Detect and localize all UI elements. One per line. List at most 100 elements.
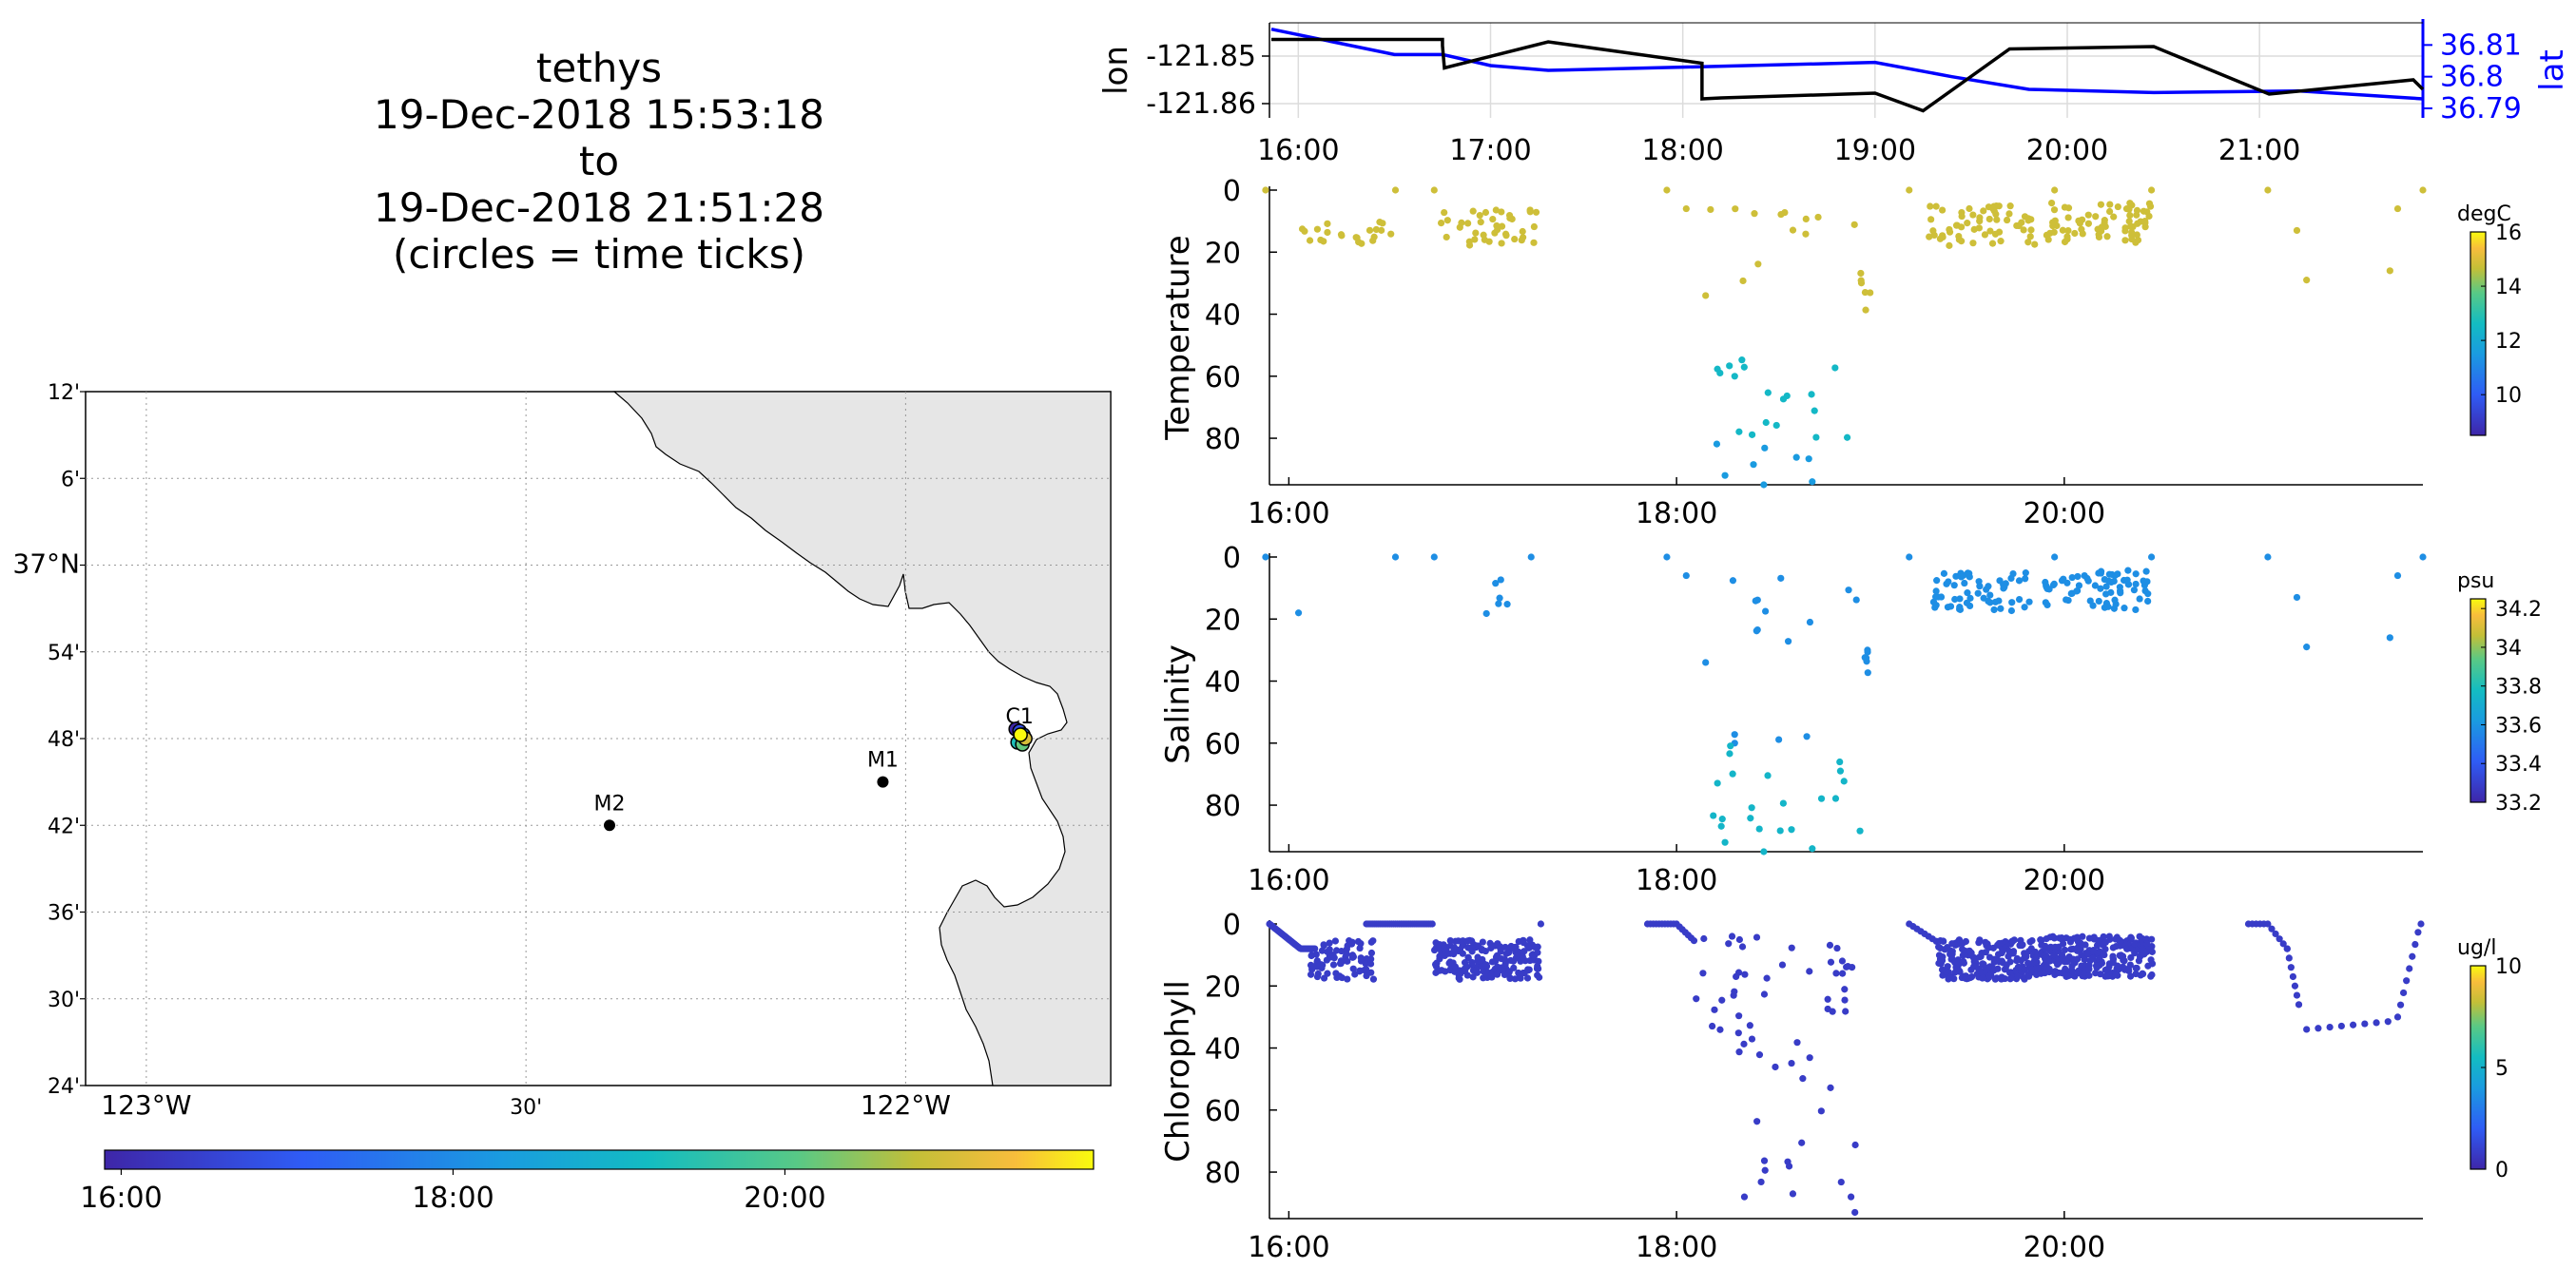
chlorophyll-data-point xyxy=(1832,970,1840,977)
temperature-data-point xyxy=(1518,237,1525,244)
track-right-tick-label: 36.81 xyxy=(2440,29,2522,62)
chlorophyll-data-point xyxy=(1693,995,1700,1003)
temperature-data-point xyxy=(2134,236,2142,244)
temperature-data-point xyxy=(1313,225,1322,233)
temperature-data-point xyxy=(1472,229,1480,237)
chlorophyll-data-point xyxy=(1318,947,1327,954)
salinity-data-point xyxy=(1986,591,1994,599)
temperature-data-point xyxy=(1939,206,1947,214)
salinity-data-point xyxy=(2102,583,2110,590)
chlorophyll-data-point xyxy=(1740,1193,1749,1201)
chlorophyll-data-point xyxy=(1757,1178,1765,1186)
temperature-data-point xyxy=(1301,227,1308,235)
chlorophyll-data-point xyxy=(1725,940,1733,948)
chlorophyll-data-point xyxy=(2127,934,2136,942)
chlorophyll-data-point xyxy=(1509,957,1518,965)
temperature-data-point xyxy=(1498,208,1505,216)
chlorophyll-data-point xyxy=(1789,1190,1797,1198)
chlorophyll-data-point xyxy=(2142,935,2150,944)
temperature-data-point xyxy=(1980,207,1987,215)
salinity-data-point xyxy=(1983,586,1990,593)
chlorophyll-data-point xyxy=(1982,938,1989,946)
temperature-data-point xyxy=(2061,238,2069,246)
chlorophyll-x-tick-label: 16:00 xyxy=(1248,1231,1329,1264)
salinity-data-point xyxy=(1997,605,2005,612)
salinity-data-point xyxy=(1906,553,1913,561)
temperature-data-point xyxy=(1324,228,1331,237)
chlorophyll-data-point xyxy=(1761,1166,1769,1174)
temperature-y-tick-label: 80 xyxy=(1205,423,1241,456)
salinity-data-point xyxy=(1966,602,1974,610)
salinity-data-point xyxy=(1731,731,1738,739)
chlorophyll-y-tick-label: 0 xyxy=(1223,909,1241,942)
temperature-data-point xyxy=(2078,225,2085,233)
salinity-data-point xyxy=(2104,603,2112,610)
temperature-data-point xyxy=(1936,235,1945,242)
temperature-data-point xyxy=(1966,204,1973,213)
temperature-data-point xyxy=(2064,226,2072,235)
chlorophyll-data-point xyxy=(1760,990,1769,998)
chlorophyll-data-point xyxy=(1307,946,1315,953)
salinity-data-point xyxy=(1956,595,1964,603)
salinity-data-point xyxy=(1755,825,1763,833)
salinity-data-point xyxy=(1947,603,1955,610)
map-graticule xyxy=(86,392,1111,1086)
salinity-data-point xyxy=(1294,609,1303,617)
salinity-data-point xyxy=(2097,585,2104,592)
salinity-data-point xyxy=(2293,593,2301,602)
chlorophyll-data-point xyxy=(1366,960,1375,968)
chlorophyll-data-point xyxy=(1778,961,1787,969)
track-x-tick-label: 16:00 xyxy=(1257,134,1339,167)
chlorophyll-data-point xyxy=(1938,956,1947,965)
temperature-data-point xyxy=(1369,237,1377,244)
chlorophyll-data-point xyxy=(2097,971,2104,978)
temperature-data-point xyxy=(1365,226,1374,234)
chlorophyll-data-point xyxy=(2411,940,2419,949)
salinity-data-point xyxy=(1496,594,1503,602)
chlorophyll-y-tick-label: 20 xyxy=(1205,971,1241,1004)
temperature-data-point xyxy=(2126,200,2134,207)
time-colorbar-bar xyxy=(104,1149,1094,1170)
salinity-data-point xyxy=(1986,599,1994,606)
salinity-data-point xyxy=(2136,595,2143,603)
salinity-data-point xyxy=(2132,580,2140,588)
temperature-colorbar-unit: degC xyxy=(2457,202,2511,226)
salinity-y-tick-label: 80 xyxy=(1205,790,1241,823)
salinity-data-point xyxy=(1806,618,1814,626)
salinity-colorbar-tick-label: 33.6 xyxy=(2495,714,2542,738)
track-left-tick-label: -121.85 xyxy=(1146,40,1256,73)
chlorophyll-data-point xyxy=(1362,960,1369,968)
salinity-data-point xyxy=(2111,596,2119,604)
chlorophyll-data-point xyxy=(1463,963,1471,971)
map-lat-tick-label: 48' xyxy=(48,728,80,752)
salinity-ylabel: Salinity xyxy=(1159,644,1197,764)
chlorophyll-data-point xyxy=(1354,937,1363,946)
temperature-data-point xyxy=(1808,391,1815,398)
chlorophyll-data-point xyxy=(2409,952,2416,960)
chlorophyll-data-point xyxy=(2315,1025,2322,1032)
station-marker-m1 xyxy=(877,776,889,788)
temperature-data-point xyxy=(1926,233,1933,240)
salinity-data-point xyxy=(1747,815,1754,822)
temperature-data-point xyxy=(1726,362,1733,370)
chlorophyll-data-point xyxy=(1534,949,1541,956)
temperature-data-point xyxy=(1997,238,2005,245)
chlorophyll-data-point xyxy=(1709,1022,1716,1030)
chlorophyll-data-point xyxy=(2139,970,2147,978)
chlorophyll-data-point xyxy=(1994,965,2002,972)
chlorophyll-data-point xyxy=(1369,937,1377,945)
salinity-data-point xyxy=(1748,804,1755,812)
temperature-data-point xyxy=(1958,212,1966,221)
temperature-data-point xyxy=(1955,236,1963,243)
temperature-data-point xyxy=(1443,217,1451,224)
salinity-data-point xyxy=(1809,845,1816,853)
salinity-data-point xyxy=(1663,553,1671,561)
chlorophyll-data-point xyxy=(2061,946,2069,953)
temperature-data-point xyxy=(2147,186,2156,194)
chlorophyll-data-point xyxy=(2289,972,2297,981)
chlorophyll-data-point xyxy=(1843,963,1850,971)
chlorophyll-data-point xyxy=(1793,1039,1801,1047)
temperature-data-point xyxy=(1437,219,1445,227)
temperature-data-point xyxy=(1526,208,1534,216)
